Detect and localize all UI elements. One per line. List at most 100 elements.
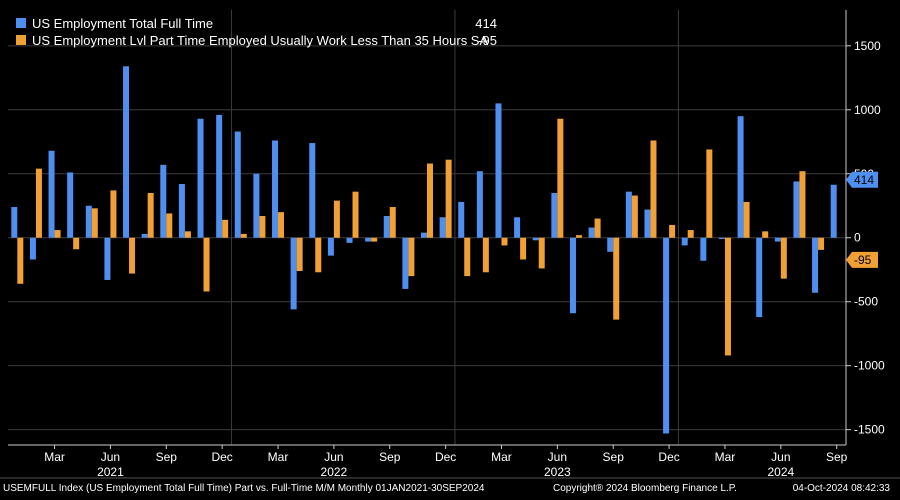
bar-full-time	[197, 118, 204, 238]
bar-part-time	[315, 237, 322, 273]
bar-full-time	[309, 143, 316, 238]
x-tick-label-month: Dec	[435, 450, 456, 464]
bar-part-time	[296, 237, 303, 271]
bar-full-time	[234, 131, 241, 238]
bar-part-time	[184, 231, 191, 238]
bar-part-time	[240, 233, 247, 238]
bar-full-time	[700, 237, 707, 261]
y-tick-label: -1000	[854, 359, 885, 373]
x-tick-label-year: 2021	[97, 465, 124, 479]
bar-part-time	[594, 218, 601, 238]
legend-swatch-part-time	[16, 35, 26, 45]
legend: US Employment Total Full Time 414 US Emp…	[16, 16, 497, 48]
x-tick-label-month: Jun	[101, 450, 120, 464]
bar-full-time	[476, 171, 483, 238]
bar-full-time	[439, 217, 446, 238]
last-value-tag: 414	[846, 171, 878, 188]
bar-full-time	[588, 227, 595, 238]
x-tick-label-month: Dec	[211, 450, 232, 464]
bar-full-time	[830, 184, 837, 238]
bar-full-time	[774, 237, 781, 242]
bar-full-time	[495, 103, 502, 238]
bar-part-time	[520, 237, 527, 260]
bar-part-time	[147, 192, 154, 238]
bar-full-time	[644, 209, 651, 238]
bar-part-time	[538, 237, 545, 269]
bar-full-time	[178, 184, 185, 238]
bar-part-time	[762, 231, 769, 238]
bar-part-time	[35, 168, 42, 238]
bars-layer	[11, 66, 837, 434]
bar-full-time	[793, 181, 800, 238]
x-tick-label-month: Sep	[156, 450, 178, 464]
bar-part-time	[371, 237, 378, 242]
bar-full-time	[253, 173, 260, 238]
x-tick-label-month: Jun	[771, 450, 790, 464]
x-tick-label-month: Jun	[548, 450, 567, 464]
y-tick-label: 1500	[854, 39, 881, 53]
legend-label-part-time: US Employment Lvl Part Time Employed Usu…	[32, 33, 488, 48]
bar-part-time	[575, 235, 582, 238]
x-tick-label-month: Mar	[715, 450, 736, 464]
x-tick-label-month: Sep	[826, 450, 848, 464]
bar-part-time	[818, 237, 825, 250]
bar-part-time	[278, 212, 285, 238]
bar-part-time	[259, 215, 266, 238]
x-tick-label-year: 2024	[767, 465, 794, 479]
last-value-tag-shape	[846, 251, 878, 268]
bar-full-time	[681, 237, 688, 246]
bar-part-time	[464, 237, 471, 277]
bar-full-time	[67, 172, 74, 238]
x-tick-label-month: Mar	[491, 450, 512, 464]
y-tick-label: 1000	[854, 103, 881, 117]
bar-part-time	[631, 195, 638, 238]
bar-part-time	[557, 118, 564, 238]
bar-part-time	[333, 200, 340, 238]
x-tick-label-month: Dec	[658, 450, 679, 464]
y-tick-label: -500	[854, 295, 878, 309]
legend-value-full-time: 414	[475, 16, 497, 31]
bar-part-time	[501, 237, 508, 246]
bar-full-time	[141, 233, 148, 238]
bar-full-time	[48, 150, 55, 238]
bar-full-time	[737, 116, 744, 238]
bar-full-time	[104, 237, 111, 280]
bar-part-time	[54, 230, 61, 238]
bar-full-time	[383, 215, 390, 238]
bar-part-time	[389, 207, 396, 238]
bar-part-time	[73, 237, 80, 250]
bar-full-time	[625, 191, 632, 238]
bar-full-time	[532, 237, 539, 241]
x-tick-label-month: Sep	[603, 450, 625, 464]
bar-part-time	[613, 237, 620, 320]
last-value-tag: -95	[846, 251, 878, 268]
bar-part-time	[166, 213, 173, 238]
x-tick-label-month: Mar	[44, 450, 65, 464]
legend-label-full-time: US Employment Total Full Time	[32, 16, 213, 31]
bar-full-time	[160, 164, 167, 238]
bar-part-time	[427, 163, 433, 238]
bar-part-time	[780, 237, 787, 279]
last-value-tag-label: -95	[854, 253, 872, 267]
x-tick-label-month: Jun	[324, 450, 343, 464]
axis-layer: 150010005000-500-1000-1500MarJunSepDecMa…	[8, 10, 885, 479]
y-tick-label: -1500	[854, 423, 885, 437]
bar-part-time	[669, 224, 676, 238]
bar-part-time	[129, 237, 136, 274]
bar-part-time	[408, 237, 415, 277]
bar-part-time	[91, 208, 98, 238]
legend-swatch-full-time	[16, 18, 26, 28]
bar-part-time	[110, 190, 117, 238]
x-tick-label-year: 2022	[321, 465, 348, 479]
bar-full-time	[607, 237, 614, 252]
bar-part-time	[203, 237, 210, 292]
bar-part-time	[687, 230, 694, 238]
bar-part-time	[222, 219, 229, 238]
x-tick-label-month: Mar	[268, 450, 289, 464]
last-value-tag-label: 414	[854, 173, 874, 187]
bar-part-time	[799, 171, 806, 238]
bar-full-time	[569, 237, 576, 314]
bar-full-time	[421, 232, 427, 238]
